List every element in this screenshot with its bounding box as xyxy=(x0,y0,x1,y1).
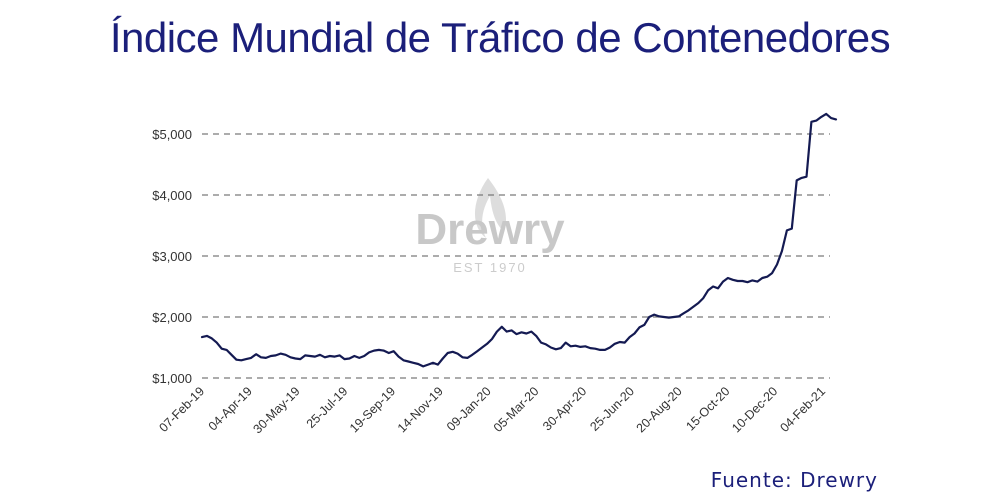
x-tick-label: 20-Aug-20 xyxy=(634,384,685,435)
x-tick-label: 10-Dec-20 xyxy=(729,384,780,435)
y-tick-label: $3,000 xyxy=(152,249,192,264)
y-tick-label: $5,000 xyxy=(152,127,192,142)
flame-logo-icon xyxy=(474,178,507,238)
drewry-watermark: Drewry EST 1970 xyxy=(415,178,565,275)
x-tick-label: 15-Oct-20 xyxy=(683,384,732,433)
x-tick-label: 05-Mar-20 xyxy=(491,384,542,435)
series-line xyxy=(200,112,838,368)
x-tick-label: 04-Feb-21 xyxy=(777,384,828,435)
x-tick-label: 25-Jun-20 xyxy=(587,384,637,434)
gridlines xyxy=(202,133,830,379)
y-tick-label: $4,000 xyxy=(152,188,192,203)
y-tick-label: $2,000 xyxy=(152,310,192,325)
x-tick-label: 07-Feb-19 xyxy=(156,384,207,435)
x-tick-label: 30-May-19 xyxy=(251,384,303,436)
x-tick-label: 09-Jan-20 xyxy=(444,384,494,434)
watermark-est: EST 1970 xyxy=(453,260,527,275)
x-tick-label: 04-Apr-19 xyxy=(206,384,255,433)
x-tick-label: 25-Jul-19 xyxy=(304,384,351,431)
series-group xyxy=(200,112,838,368)
x-tick-label: 19-Sep-19 xyxy=(347,384,398,435)
y-axis-ticks: $1,000 $2,000 $3,000 $4,000 $5,000 xyxy=(152,127,192,386)
watermark-name: Drewry xyxy=(415,205,565,254)
x-tick-label: 30-Apr-20 xyxy=(540,384,589,433)
y-tick-label: $1,000 xyxy=(152,371,192,386)
chart-title: Índice Mundial de Tráfico de Contenedore… xyxy=(109,14,891,61)
source-note: Fuente: Drewry xyxy=(710,468,878,492)
x-tick-label: 14-Nov-19 xyxy=(395,384,446,435)
